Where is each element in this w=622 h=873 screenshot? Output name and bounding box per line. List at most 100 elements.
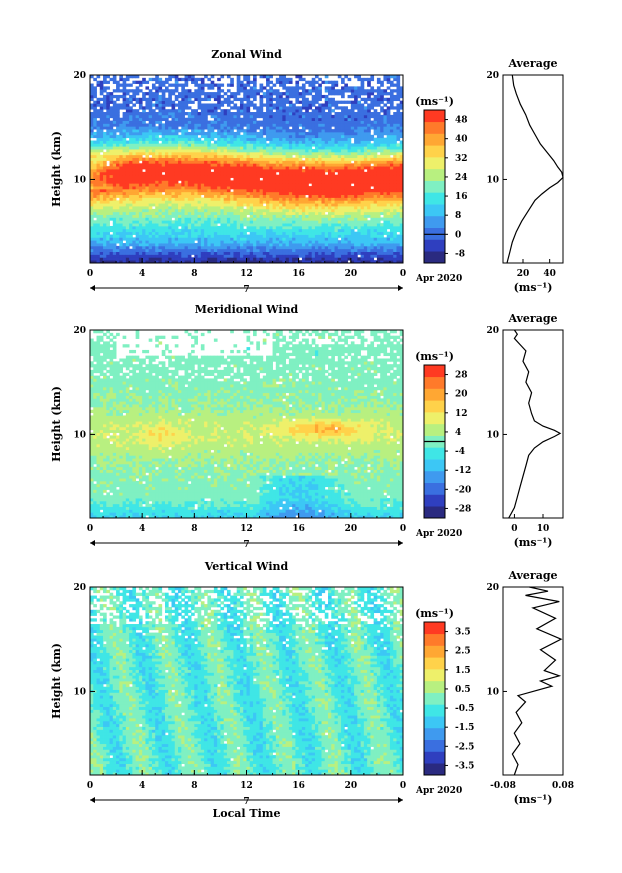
heatmap-cell	[249, 154, 254, 159]
heatmap-cell	[266, 180, 270, 184]
heatmap-cell	[213, 151, 218, 156]
heatmap-cell	[249, 160, 254, 164]
heatmap-cell	[200, 171, 205, 176]
heatmap-cell	[148, 126, 153, 130]
heatmap-cell	[301, 77, 306, 82]
heatmap-cell	[184, 186, 189, 190]
heatmap-cell	[301, 137, 306, 141]
heatmap-cell	[314, 177, 319, 181]
heatmap-cell	[298, 112, 303, 116]
heatmap-cell	[122, 117, 127, 121]
heatmap-cell	[200, 225, 205, 230]
heatmap-cell	[266, 257, 270, 261]
heatmap-cell	[275, 151, 280, 156]
heatmap-cell	[200, 160, 205, 164]
heatmap-cell	[337, 248, 342, 253]
heatmap-cell	[119, 206, 123, 210]
heatmap-cell	[148, 149, 153, 153]
heatmap-cell	[161, 231, 166, 235]
heatmap-cell	[132, 245, 137, 250]
heatmap-cell	[314, 228, 319, 233]
heatmap-cell	[145, 140, 150, 144]
heatmap-cell	[184, 245, 189, 250]
heatmap-cell	[292, 217, 296, 221]
heatmap-cell	[275, 208, 280, 213]
heatmap-cell	[99, 194, 104, 198]
heatmap-cell	[142, 257, 146, 261]
heatmap-cell	[275, 140, 280, 144]
heatmap-cell	[200, 89, 205, 93]
heatmap-cell	[308, 114, 313, 119]
heatmap-cell	[178, 186, 182, 190]
heatmap-cell	[116, 208, 120, 213]
heatmap-cell	[295, 174, 300, 178]
heatmap-cell	[266, 174, 270, 178]
heatmap-cell	[347, 120, 352, 124]
heatmap-cell	[259, 194, 264, 198]
heatmap-cell	[184, 223, 189, 227]
heatmap-cell	[106, 251, 110, 255]
heatmap-cell	[308, 103, 313, 107]
heatmap-cell	[308, 228, 313, 233]
heatmap-cell	[90, 245, 94, 250]
heatmap-cell	[171, 75, 176, 79]
heatmap-cell	[272, 177, 277, 181]
heatmap-cell	[266, 171, 270, 176]
heatmap-cell	[236, 151, 241, 156]
heatmap-cell	[112, 140, 117, 144]
heatmap-cell	[155, 151, 159, 156]
heatmap-cell	[282, 154, 287, 159]
heatmap-cell	[285, 114, 290, 119]
heatmap-cell	[298, 117, 303, 121]
heatmap-cell	[226, 140, 231, 144]
heatmap-cell	[194, 237, 198, 241]
heatmap-cell	[99, 97, 104, 102]
heatmap-cell	[90, 194, 94, 198]
heatmap-cell	[135, 75, 140, 79]
heatmap-cell	[135, 140, 140, 144]
heatmap-cell	[285, 94, 290, 99]
heatmap-cell	[145, 126, 150, 130]
heatmap-cell	[292, 140, 296, 144]
heatmap-cell	[318, 237, 322, 241]
heatmap-cell	[275, 143, 280, 147]
heatmap-cell	[96, 237, 101, 241]
heatmap-cell	[109, 94, 114, 99]
heatmap-cell	[119, 180, 123, 184]
heatmap-cell	[256, 137, 260, 141]
heatmap-cell	[194, 137, 198, 141]
heatmap-cell	[292, 171, 296, 176]
heatmap-cell	[249, 191, 254, 196]
heatmap-cell	[181, 97, 185, 102]
heatmap-cell	[210, 183, 215, 187]
heatmap-cell	[191, 200, 195, 204]
heatmap-cell	[262, 75, 267, 79]
heatmap-cell	[305, 220, 309, 224]
heatmap-cell	[269, 177, 273, 181]
heatmap-cell	[155, 234, 159, 238]
heatmap-cell	[116, 234, 120, 238]
heatmap-cell	[298, 183, 303, 187]
heatmap-cell	[354, 200, 358, 204]
heatmap-cell	[344, 208, 348, 213]
heatmap-cell	[230, 137, 234, 141]
heatmap-cell	[223, 228, 228, 233]
heatmap-cell	[96, 188, 101, 193]
heatmap-cell	[109, 248, 114, 253]
heatmap-cell	[305, 214, 309, 218]
heatmap-cell	[164, 223, 169, 227]
heatmap-cell	[96, 183, 101, 187]
heatmap-cell	[292, 225, 296, 230]
heatmap-cell	[204, 137, 208, 141]
heatmap-cell	[204, 94, 208, 99]
heatmap-cell	[305, 154, 309, 159]
heatmap-cell	[266, 220, 270, 224]
heatmap-cell	[262, 191, 267, 196]
heatmap-cell	[96, 231, 101, 235]
heatmap-cell	[295, 251, 300, 255]
heatmap-cell	[321, 103, 326, 107]
heatmap-cell	[341, 231, 345, 235]
heatmap-cell	[354, 143, 358, 147]
heatmap-cell	[109, 180, 114, 184]
heatmap-cell	[187, 214, 192, 218]
